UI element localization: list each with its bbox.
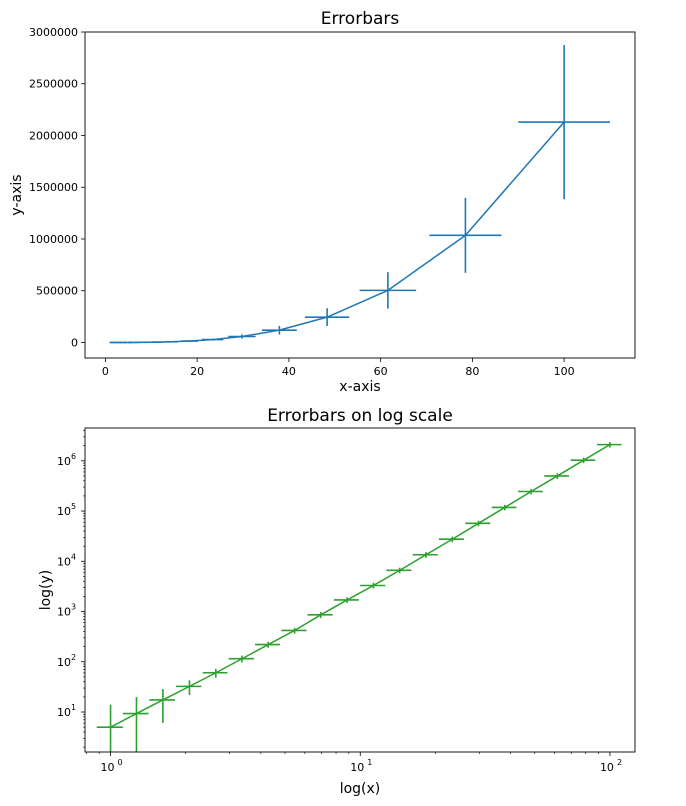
y-axis-label: log(y) <box>38 570 54 611</box>
x-tick-label: 20 <box>190 365 204 378</box>
y-tick-label: 1500000 <box>29 181 78 194</box>
series-line <box>110 443 611 728</box>
y-tick-label: 2500000 <box>29 78 78 91</box>
y-tick-label: 10 <box>57 455 71 468</box>
errorbars-linear-chart: Errorbars 0 20 40 60 80 100 0 500000 1000000 150… <box>9 9 636 395</box>
y-tick-exponent: 6 <box>71 452 76 461</box>
x-tick-exponent: 0 <box>118 758 123 767</box>
x-tick-label: 40 <box>282 365 296 378</box>
y-tick-label: 10 <box>57 706 71 719</box>
x-tick-label: 10 <box>600 761 614 774</box>
chart-title: Errorbars <box>321 9 400 29</box>
y-tick-exponent: 3 <box>71 603 76 612</box>
x-tick-label: 10 <box>101 761 115 774</box>
x-axis-ticks: 0 20 40 60 80 100 <box>102 358 575 378</box>
x-axis-label: log(x) <box>340 781 381 797</box>
x-tick-label: 60 <box>374 365 388 378</box>
y-tick-label: 1000000 <box>29 233 78 246</box>
y-tick-label: 10 <box>57 606 71 619</box>
series-group <box>109 44 610 344</box>
x-tick-exponent: 2 <box>617 758 622 767</box>
y-tick-label: 10 <box>57 505 71 518</box>
series-line <box>110 121 565 344</box>
errorbars-log-chart: Errorbars on log scale 10 0 10 1 10 2 10 110 21… <box>38 406 636 797</box>
y-tick-exponent: 2 <box>71 653 76 662</box>
x-tick-exponent: 1 <box>367 758 372 767</box>
x-tick-label: 80 <box>465 365 479 378</box>
y-tick-exponent: 1 <box>71 703 76 712</box>
y-tick-label: 3000000 <box>29 26 78 39</box>
x-tick-label: 0 <box>102 365 109 378</box>
series-group <box>96 441 622 752</box>
y-axis-ticks: 0 500000 1000000 1500000 2000000 2500000 30000… <box>29 26 85 349</box>
plot-frame <box>84 427 636 753</box>
x-tick-label: 100 <box>554 365 575 378</box>
x-axis-ticks: 10 0 10 1 10 2 <box>86 752 622 774</box>
y-tick-label: 0 <box>71 336 78 349</box>
y-axis-label: y-axis <box>9 174 25 215</box>
x-tick-label: 10 <box>350 761 364 774</box>
y-tick-label: 2000000 <box>29 129 78 142</box>
plot-frame <box>84 31 636 359</box>
chart-title: Errorbars on log scale <box>267 406 453 426</box>
y-tick-label: 10 <box>57 555 71 568</box>
y-tick-label: 10 <box>57 656 71 669</box>
y-tick-exponent: 5 <box>71 502 76 511</box>
y-tick-exponent: 4 <box>71 552 76 561</box>
x-axis-label: x-axis <box>339 379 380 395</box>
y-tick-label: 500000 <box>36 285 78 298</box>
